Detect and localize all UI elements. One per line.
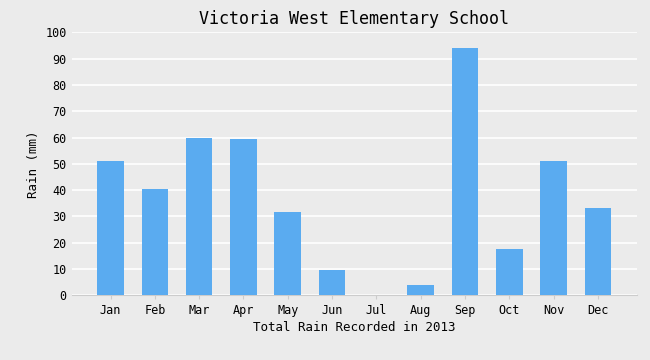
Bar — [452, 48, 478, 295]
Y-axis label: Rain (mm): Rain (mm) — [27, 130, 40, 198]
Bar — [408, 285, 434, 295]
Bar — [496, 249, 523, 295]
Bar — [585, 208, 611, 295]
Title: Victoria West Elementary School: Victoria West Elementary School — [200, 10, 509, 28]
Bar — [98, 161, 124, 295]
Bar — [230, 139, 257, 295]
X-axis label: Total Rain Recorded in 2013: Total Rain Recorded in 2013 — [253, 321, 456, 334]
Bar — [540, 161, 567, 295]
Bar — [186, 138, 213, 295]
Bar — [274, 212, 301, 295]
Bar — [318, 270, 345, 295]
Bar — [142, 189, 168, 295]
